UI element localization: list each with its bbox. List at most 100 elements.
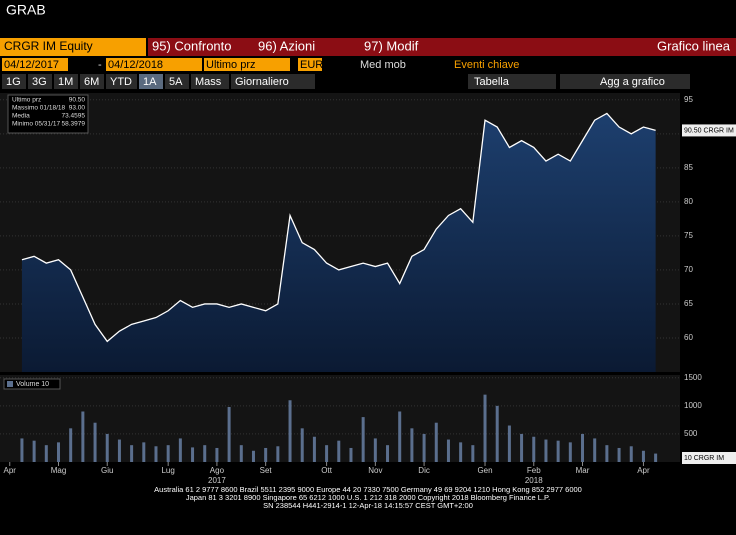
legend-value: 93.00 [69,105,86,112]
y-tick-label: 65 [684,299,693,308]
x-tick-label: Feb [527,466,541,475]
field-box[interactable] [2,58,68,71]
period-button[interactable] [2,74,26,89]
last-label: 10 CRGR IM [684,455,724,462]
field: Eventi chiave [454,59,519,71]
volume-bar [276,446,280,462]
volume-bar [605,445,609,462]
volume-bar [629,446,633,462]
volume-bar [641,450,645,462]
period-button[interactable] [139,74,163,89]
volume-bar [446,439,450,462]
ticker: CRGR IM Equity [4,39,93,53]
volume-bar [532,436,536,462]
legend-value: 90.50 [69,97,86,104]
field-box[interactable] [106,58,202,71]
footer: Japan 81 3 3201 8900 Singapore 65 6212 1… [186,493,550,502]
table-box[interactable] [468,74,556,89]
volume-bar [544,439,548,462]
menu-bar [148,38,736,56]
volume-bar [227,406,231,462]
x-tick-label: Set [260,466,273,475]
x-tick-label: Apr [637,466,650,475]
volume-bar [251,450,255,462]
field: Med mob [360,59,406,71]
field-box[interactable] [204,58,290,71]
y-tick-label: 80 [684,197,693,206]
x-tick-label: Mar [576,466,590,475]
x-tick-label: Mag [51,466,67,475]
volume-bar [312,436,316,462]
period: 6M [84,76,99,88]
last-label-box [682,452,736,464]
x-tick-label: Ago [210,466,225,475]
add-box[interactable] [560,74,690,89]
volume-bar [398,411,402,462]
volume-bar [203,445,207,462]
y-tick-label: 1500 [684,373,702,382]
x-tick-label: Lug [161,466,174,475]
title: GRAB [6,2,46,18]
y-tick-label: 60 [684,333,693,342]
field: EUR [300,59,323,71]
period-button[interactable] [191,74,229,89]
volume-bar [178,438,182,462]
volume-bar [483,394,487,462]
volume-bar [93,422,97,462]
legend-box [3,378,61,390]
volume-bar [325,445,329,462]
menu-button[interactable]: 95) Confronto [152,38,232,53]
x-tick-label: Giu [101,466,113,475]
volume-bar [349,447,353,462]
volume-bar [459,442,463,462]
period-button[interactable] [54,74,78,89]
legend-label: Minimo 05/31/17 [12,121,60,128]
legend-value: 58.3979 [62,121,86,128]
volume-bar [495,405,499,462]
legend-label: Volume 10 [16,381,49,388]
area [21,113,656,372]
volume-bar [215,447,219,462]
x-tick-label: Ott [321,466,332,475]
volume-bar [593,438,597,462]
legend-value: 73.4595 [62,113,86,120]
freq-box[interactable] [231,74,315,89]
y-tick-label: 1000 [684,401,702,410]
volume-bar [386,445,390,462]
volume-bar [288,400,292,462]
field: 04/12/2018 [108,59,163,71]
x-tick-label: Apr [4,466,17,475]
period-button[interactable] [80,74,104,89]
ticker-box[interactable] [0,38,146,56]
legend-label: Massimo 01/18/18 [12,105,65,112]
y-tick-label: 500 [684,429,698,438]
menu-button[interactable]: 96) Azioni [258,38,315,53]
year-label: 2017 [208,476,226,485]
period-button[interactable] [28,74,52,89]
volume-bar [264,447,268,462]
period: 1M [58,76,73,88]
period-button[interactable] [165,74,189,89]
menu-button[interactable]: 97) Modif [364,38,419,53]
period: 5A [169,76,183,88]
last-label-box [682,124,736,137]
legend-label: Media [12,113,30,120]
volume-bar [69,428,73,462]
period: YTD [110,76,132,88]
volume-bar [166,445,170,462]
volume-bar [520,433,524,462]
volume-bar [507,425,511,462]
year-label: 2018 [525,476,543,485]
volume-bar [117,439,121,462]
volume-bar [300,428,304,462]
volume-bar [44,445,48,462]
last-label: 90.50 CRGR IM [684,127,734,134]
field-box[interactable] [298,58,322,71]
period-button[interactable] [106,74,137,89]
mode[interactable]: Grafico linea [657,38,731,53]
period: 3G [32,76,47,88]
volume-bar [154,446,158,462]
period: 1G [6,76,21,88]
period: 1A [143,76,157,88]
volume-bar [142,442,146,462]
